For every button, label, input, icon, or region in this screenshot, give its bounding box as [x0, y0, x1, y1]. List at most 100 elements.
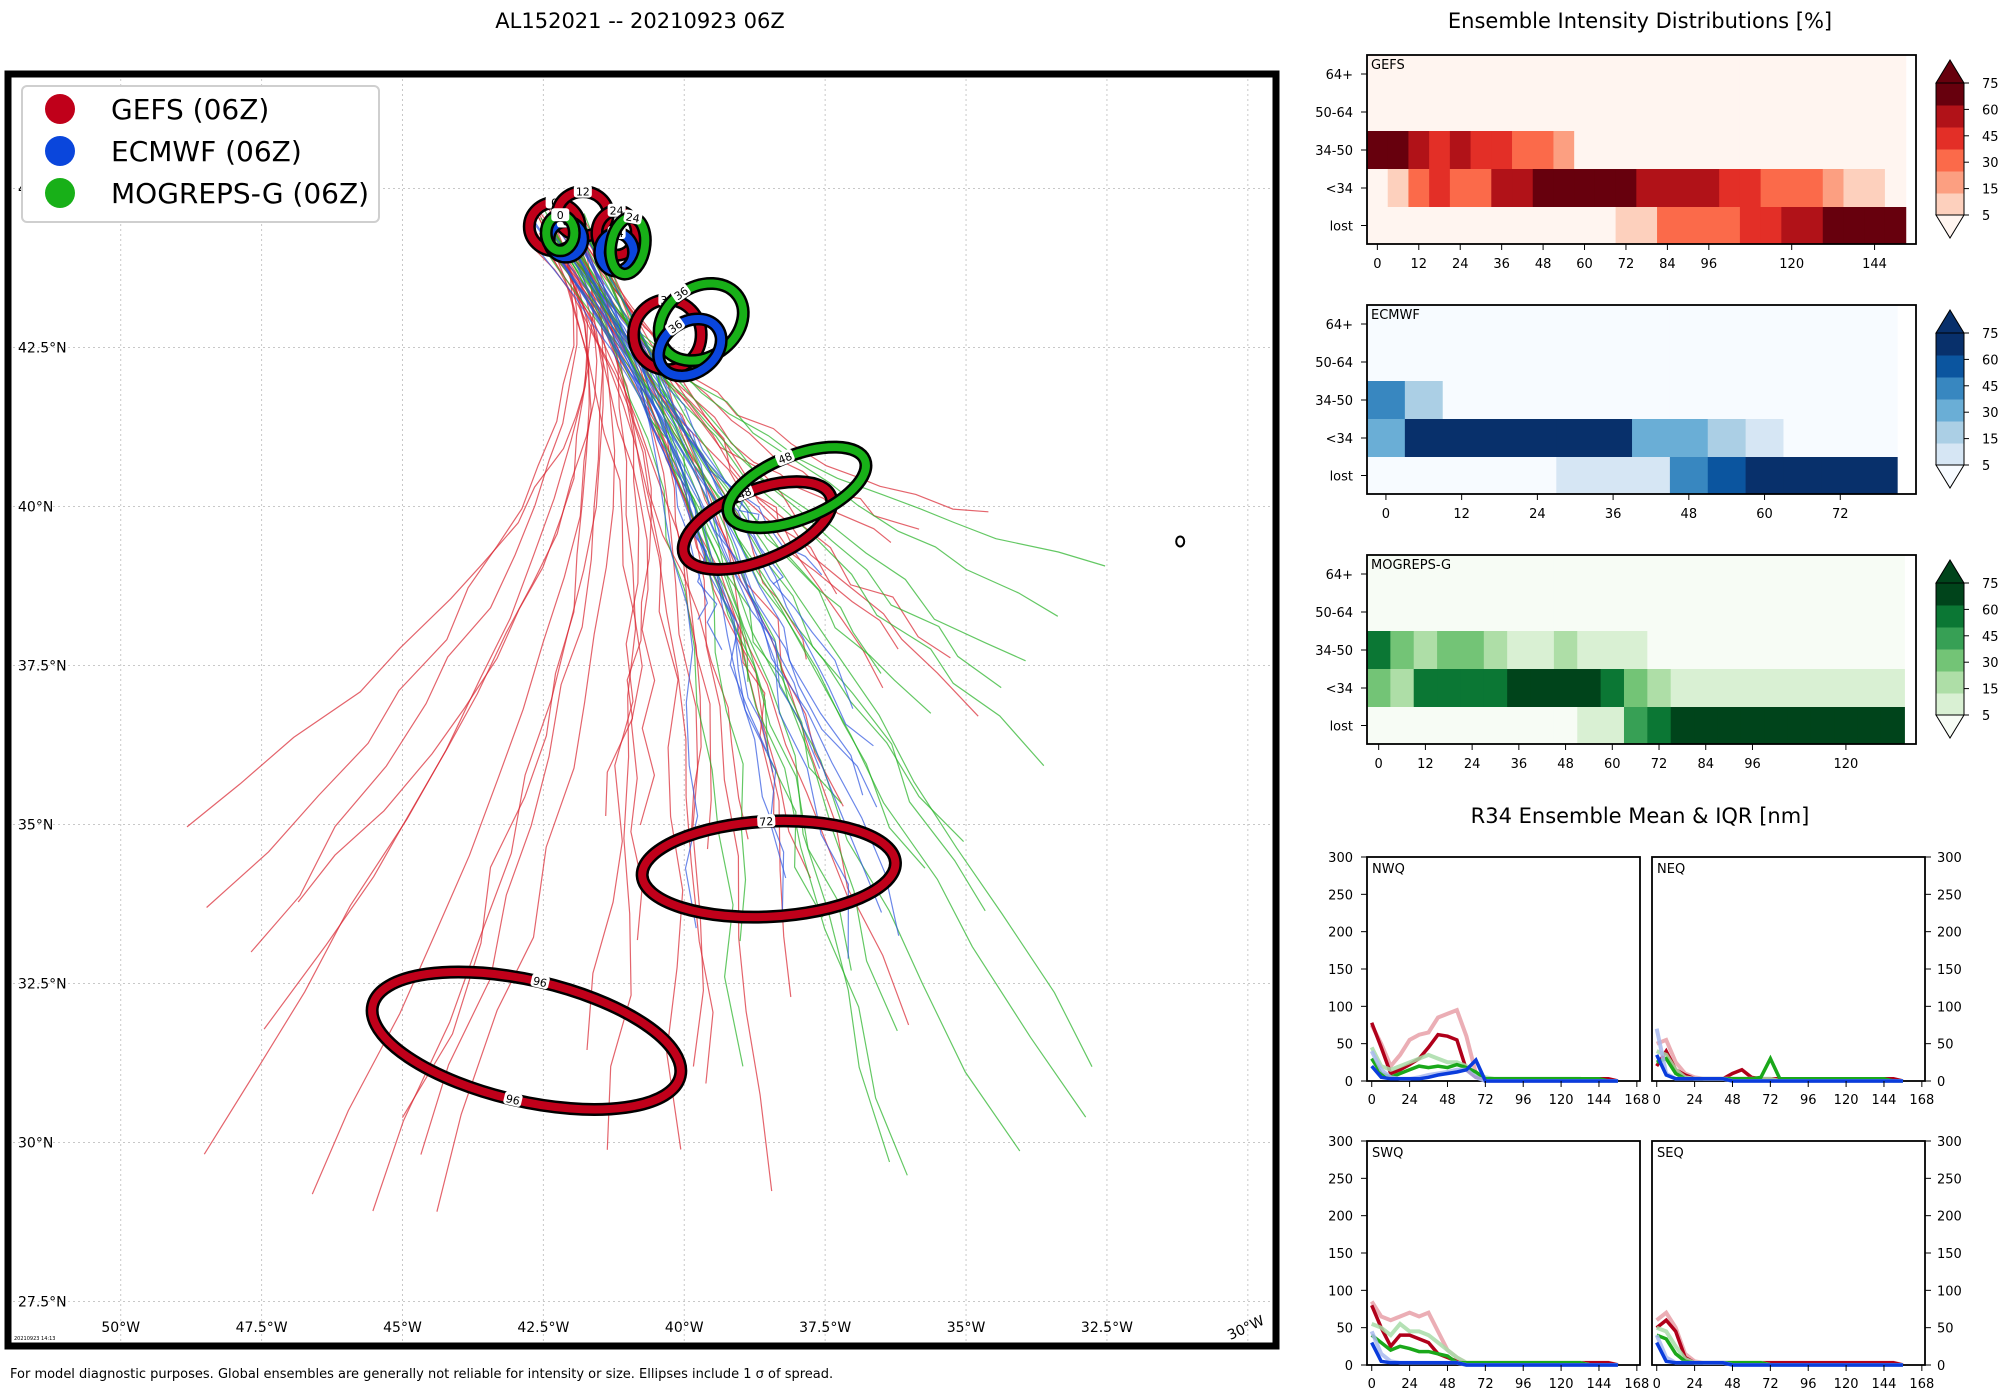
- lon-tick-label: 45°W: [383, 1320, 422, 1336]
- lon-tick-label: 37.5°W: [799, 1320, 851, 1336]
- x-tick-label: 144: [1872, 1377, 1897, 1392]
- heatmap-cell: [1857, 593, 1882, 632]
- y-tick-label: 50: [1336, 1322, 1353, 1337]
- y-tick-label: 250: [1328, 1172, 1353, 1187]
- heatmap-cell: [1760, 207, 1782, 245]
- heatmap-cell: [1442, 381, 1482, 420]
- y-tick-label: 150: [1937, 963, 1962, 978]
- heatmap-cell: [1636, 93, 1658, 132]
- heatmap-cell: [1657, 169, 1679, 208]
- intensity-title: Ensemble Intensity Distributions [%]: [1448, 9, 1832, 33]
- heatmap-cell: [1367, 93, 1389, 132]
- heatmap-cell: [1802, 131, 1824, 170]
- heatmap-cell: [1822, 93, 1845, 132]
- heatmap-cell: [1512, 93, 1534, 132]
- x-tick-label: 120: [1834, 1093, 1859, 1108]
- heatmap-cell: [1387, 131, 1410, 170]
- row-label: 34-50: [1315, 394, 1353, 409]
- heatmap-cell: [1574, 207, 1596, 245]
- heatmap-cell: [1698, 207, 1720, 245]
- x-tick-label: 24: [1401, 1377, 1418, 1392]
- heatmap-cell: [1429, 169, 1451, 208]
- colorbar-tick-label: 45: [1982, 130, 1999, 145]
- heatmap-cell: [1669, 457, 1709, 495]
- heatmap-cell: [1600, 555, 1625, 594]
- lon-tick-label: 35°W: [947, 1320, 986, 1336]
- row-label: 64+: [1326, 318, 1353, 333]
- x-tick-label: 0: [1653, 1377, 1661, 1392]
- heatmap-cell: [1367, 381, 1406, 420]
- heatmap-cell: [1822, 55, 1845, 94]
- heatmap-cell: [1698, 131, 1720, 170]
- heatmap-cell: [1437, 593, 1462, 632]
- heatmap-cell: [1460, 669, 1485, 708]
- heatmap-cell: [1884, 131, 1907, 170]
- y-tick-label: 100: [1328, 1284, 1353, 1299]
- x-tick-label: 60: [1576, 257, 1593, 272]
- heatmap-cell: [1553, 593, 1578, 632]
- heatmap-cell: [1594, 169, 1617, 208]
- heatmap-cell: [1717, 669, 1742, 708]
- heatmap-cell: [1553, 93, 1575, 132]
- heatmap-cell: [1532, 207, 1555, 245]
- colorbar-tick-label: 75: [1982, 327, 1999, 342]
- heatmap-cell: [1783, 343, 1822, 382]
- track-ecmwf: [534, 221, 864, 796]
- legend-marker: [45, 136, 75, 166]
- mean-line-ecmwf: [1370, 1057, 1618, 1083]
- colorbar-tick-label: 30: [1982, 656, 1999, 671]
- heatmap-cell: [1810, 707, 1835, 745]
- heatmap-cell: [1843, 93, 1865, 132]
- hour-label-bg: [670, 283, 691, 303]
- heatmap-cell: [1480, 305, 1520, 344]
- heatmap-cell: [1821, 381, 1860, 420]
- heatmap-cell: [1781, 169, 1803, 208]
- heatmap-cell: [1530, 631, 1555, 670]
- heatmap-cell: [1518, 305, 1557, 344]
- lat-tick-label: 32.5°N: [18, 976, 67, 992]
- x-tick-label: 48: [1535, 257, 1552, 272]
- heatmap-cell: [1530, 555, 1555, 594]
- mean-line-mogreps-g: [1370, 1057, 1618, 1083]
- row-label: lost: [1330, 720, 1353, 735]
- heatmap-cell: [1367, 343, 1406, 382]
- heatmap-cell: [1623, 707, 1648, 745]
- intensity-panels: 64+ 50-64 34-50 <34 lost GEFS 0 12 24 36 48 60 72 84 9…: [1315, 54, 1999, 772]
- heatmap-cell: [1739, 93, 1762, 132]
- heatmap-cell: [1694, 707, 1719, 745]
- heatmap-cell: [1615, 131, 1637, 170]
- heatmap-cell: [1677, 207, 1700, 245]
- y-tick-label: 300: [1937, 1135, 1962, 1150]
- y-tick-label: 300: [1328, 851, 1353, 866]
- heatmap-cell: [1387, 55, 1410, 94]
- row-label: lost: [1330, 470, 1353, 485]
- heatmap-cell: [1512, 55, 1534, 94]
- colorbar-swatch: [1936, 583, 1964, 606]
- heatmap-cell: [1781, 93, 1803, 132]
- mean-line-ecmwf: [1655, 1054, 1903, 1083]
- hour-label-bg: [551, 208, 570, 222]
- heatmap-cell: [1367, 305, 1406, 344]
- heatmap-cell: [1404, 381, 1444, 420]
- heatmap-cell: [1442, 343, 1482, 382]
- heatmap-cell: [1677, 131, 1700, 170]
- y-tick-label: 150: [1328, 1247, 1353, 1262]
- heatmap-cell: [1600, 707, 1625, 745]
- heatmap-cell: [1657, 93, 1679, 132]
- heatmap-cell: [1615, 93, 1637, 132]
- heatmap-cell: [1707, 419, 1747, 458]
- x-tick-label: 60: [1756, 507, 1773, 522]
- panel-name: GEFS: [1371, 58, 1405, 73]
- heatmap-cell: [1864, 169, 1886, 208]
- heatmap-cell: [1717, 631, 1742, 670]
- heatmap-cell: [1483, 593, 1508, 632]
- x-tick-label: 96: [1800, 1093, 1817, 1108]
- heatmap-cell: [1512, 169, 1534, 208]
- heatmap-cell: [1719, 93, 1741, 132]
- heatmap-cell: [1740, 593, 1765, 632]
- heatmap-cell: [1460, 631, 1485, 670]
- mean-line-ecmwf: [1370, 1341, 1618, 1367]
- x-tick-label: 24: [1686, 1093, 1703, 1108]
- heatmap-cell: [1390, 707, 1415, 745]
- heatmap-cell: [1740, 707, 1765, 745]
